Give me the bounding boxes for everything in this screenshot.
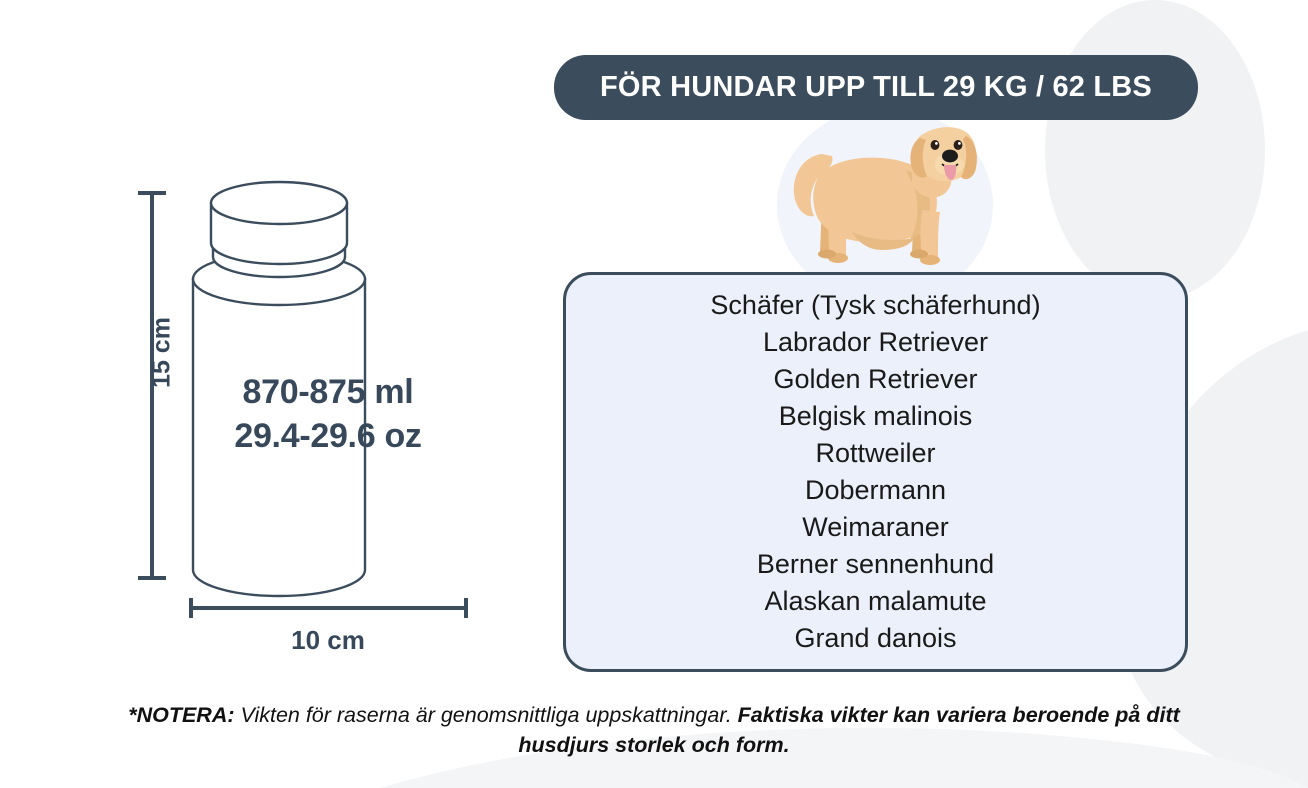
weight-range-badge-label: FÖR HUNDAR UPP TILL 29 KG / 62 LBS — [600, 71, 1152, 103]
jar-lid — [209, 180, 349, 266]
product-dimensions-panel: 870-875 ml 29.4-29.6 oz 15 cm 10 cm — [0, 0, 540, 788]
golden-retriever-dog-icon — [778, 112, 988, 272]
footnote-body: Vikten för raserna är genomsnittliga upp… — [234, 703, 738, 727]
footnote-emphasis: Faktiska vikter kan variera beroende på … — [518, 703, 1180, 757]
breed-item: Alaskan malamute — [764, 586, 987, 616]
weight-range-badge: FÖR HUNDAR UPP TILL 29 KG / 62 LBS — [554, 55, 1198, 120]
footnote: *NOTERA: Vikten för raserna är genomsnit… — [94, 700, 1214, 760]
breed-item: Belgisk malinois — [778, 401, 973, 431]
volume-oz: 29.4-29.6 oz — [234, 417, 422, 455]
width-label: 10 cm — [291, 625, 365, 655]
height-dimension-line — [138, 191, 166, 580]
jar-container-icon — [138, 180, 468, 618]
height-label: 15 cm — [147, 317, 176, 388]
volume-ml: 870-875 ml — [242, 373, 414, 411]
breed-item: Labrador Retriever — [762, 327, 989, 357]
breed-item: Dobermann — [804, 475, 947, 505]
breed-item: Schäfer (Tysk schäferhund) — [710, 290, 1041, 320]
width-dimension-line — [189, 598, 468, 618]
breed-item: Golden Retriever — [773, 364, 978, 394]
footnote-lead: *NOTERA: — [128, 703, 235, 727]
breed-item: Berner sennenhund — [756, 549, 995, 579]
breed-item: Grand danois — [794, 623, 957, 653]
breed-item: Weimaraner — [802, 512, 949, 542]
breed-list-card: Schäfer (Tysk schäferhund) Labrador Retr… — [563, 272, 1188, 672]
jar-volume-text: 870-875 ml 29.4-29.6 oz — [178, 370, 478, 458]
breed-item: Rottweiler — [815, 438, 936, 468]
